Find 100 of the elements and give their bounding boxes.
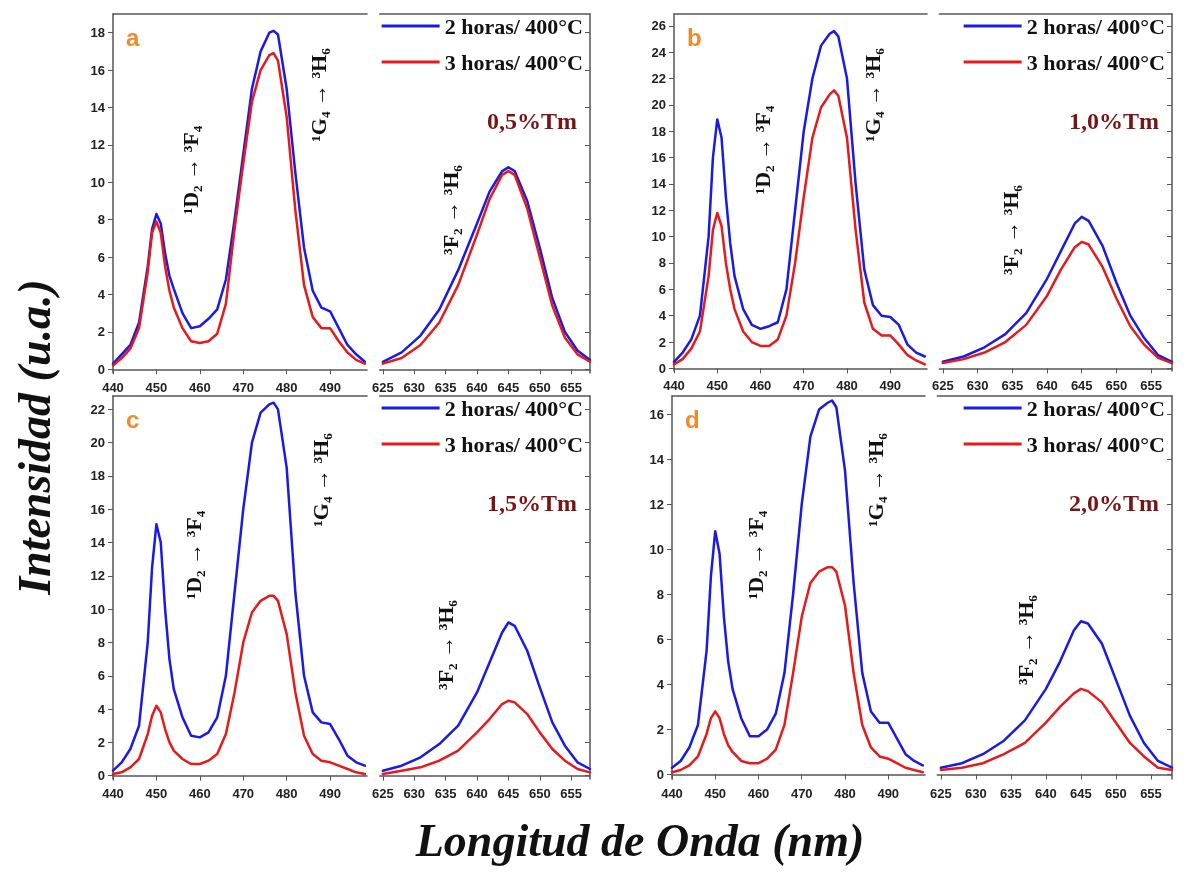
legend-label: 3 horas/ 400°C: [444, 431, 583, 457]
y-tick-label: 18: [90, 468, 105, 484]
y-tick-label: 6: [97, 249, 105, 265]
x-tick-label: 640: [466, 786, 488, 801]
annotation: ¹D₂ → ³F₄: [742, 510, 768, 600]
y-tick-label: 6: [658, 281, 666, 297]
y-tick-label: 8: [97, 212, 105, 228]
annotation: ³F₂ → ³H₆: [432, 599, 458, 690]
y-tick-label: 16: [651, 150, 666, 166]
x-tick-label: 480: [275, 380, 298, 395]
y-tick-label: 12: [651, 202, 666, 218]
y-tick-label: 6: [97, 668, 105, 684]
x-tick-label: 490: [319, 786, 341, 801]
line-series: [670, 399, 925, 769]
x-tick-label: 480: [275, 786, 298, 801]
x-tick-label: 460: [188, 786, 211, 801]
x-tick-label: 480: [834, 786, 856, 801]
x-tick-label: 490: [319, 380, 341, 395]
x-tick-label: 470: [232, 786, 255, 801]
x-tick-label: 440: [102, 786, 124, 801]
x-tick-label: 630: [403, 380, 426, 395]
y-tick-label: 2: [658, 334, 666, 350]
y-tick-label: 0: [97, 361, 105, 377]
y-tick-label: 18: [651, 123, 666, 139]
x-axis-title: Longitud de Onda (nm): [415, 813, 865, 867]
y-tick-label: 14: [651, 176, 667, 192]
y-tick-label: 12: [90, 137, 105, 153]
y-tick-label: 10: [649, 541, 664, 557]
x-tick-label: 645: [497, 380, 520, 395]
chart-title: c: [126, 405, 140, 433]
line-series: [672, 89, 927, 366]
x-tick-label: 470: [792, 378, 815, 393]
x-tick-label: 635: [1000, 786, 1022, 801]
y-tick-label: 20: [90, 435, 105, 451]
y-tick-label: 4: [97, 286, 106, 302]
x-tick-label: 635: [434, 380, 457, 395]
y-axis-title: Intensidad (u.a.): [7, 279, 61, 595]
legend-label: 3 horas/ 400°C: [1026, 431, 1165, 457]
x-tick-label: 625: [371, 380, 394, 395]
annotation: ¹G₄ → ³H₆: [307, 432, 333, 527]
y-tick-label: 10: [90, 601, 105, 617]
y-tick-label: 4: [658, 308, 667, 324]
text: 1,5%Tm: [487, 490, 578, 516]
x-tick-label: 645: [497, 786, 520, 801]
y-tick-label: 12: [649, 496, 664, 512]
y-tick-label: 20: [651, 97, 666, 113]
y-tick-label: 6: [656, 631, 664, 647]
legend-label: 2 horas/ 400°C: [1026, 395, 1165, 421]
x-tick-label: 645: [1070, 786, 1092, 801]
y-tick-label: 18: [90, 25, 105, 41]
annotation: ¹D₂ → ³F₄: [177, 125, 203, 215]
x-tick-label: 650: [1105, 786, 1127, 801]
x-tick-label: 450: [145, 786, 168, 801]
legend-label: 2 horas/ 400°C: [1026, 13, 1165, 39]
x-tick-label: 490: [877, 786, 900, 801]
x-tick-label: 625: [371, 786, 394, 801]
line-series: [111, 401, 367, 772]
y-tick-label: 8: [656, 586, 664, 602]
y-tick-label: 16: [90, 62, 105, 78]
y-tick-label: 10: [90, 174, 105, 190]
x-tick-label: 440: [102, 380, 124, 395]
y-tick-label: 16: [649, 406, 664, 422]
y-tick-label: 14: [90, 535, 106, 551]
y-tick-label: 26: [651, 18, 666, 34]
y-tick-label: 22: [651, 71, 666, 87]
x-tick-label: 655: [1140, 378, 1163, 393]
chart-title: d: [685, 405, 700, 433]
annotation: ³F₂ → ³H₆: [437, 164, 463, 255]
x-tick-label: 655: [560, 786, 583, 801]
legend-label: 2 horas/ 400°C: [444, 13, 583, 39]
x-tick-label: 460: [747, 786, 770, 801]
x-tick-label: 440: [663, 378, 685, 393]
y-tick-label: 8: [658, 255, 666, 271]
x-tick-label: 640: [1036, 378, 1058, 393]
annotation: ¹D₂ → ³F₄: [180, 510, 206, 600]
x-tick-label: 650: [1105, 378, 1128, 393]
legend-label: 3 horas/ 400°C: [1026, 49, 1165, 75]
y-tick-label: 16: [90, 501, 105, 517]
y-tick-label: 0: [656, 766, 664, 782]
annotation: ³F₂ → ³H₆: [1012, 594, 1038, 685]
text: 1,0%Tm: [1069, 108, 1160, 134]
y-tick-label: 4: [97, 701, 106, 717]
text: 0,5%Tm: [487, 108, 578, 134]
y-tick-label: 14: [649, 451, 665, 467]
y-tick-label: 12: [90, 568, 105, 584]
x-tick-label: 655: [560, 380, 583, 395]
annotation: ¹D₂ → ³F₄: [749, 105, 775, 195]
y-tick-label: 2: [97, 734, 105, 750]
y-tick-label: 14: [90, 99, 106, 115]
chart-title: a: [126, 23, 140, 51]
x-tick-label: 470: [790, 786, 813, 801]
x-tick-label: 635: [434, 786, 457, 801]
annotation: ³F₂ → ³H₆: [997, 184, 1023, 275]
x-tick-label: 650: [528, 786, 551, 801]
x-tick-label: 490: [879, 378, 902, 393]
y-tick-label: 0: [97, 768, 105, 784]
x-tick-label: 630: [403, 786, 426, 801]
y-tick-label: 24: [651, 44, 667, 60]
annotation: ¹G₄ → ³H₆: [859, 47, 885, 142]
x-tick-label: 480: [836, 378, 858, 393]
